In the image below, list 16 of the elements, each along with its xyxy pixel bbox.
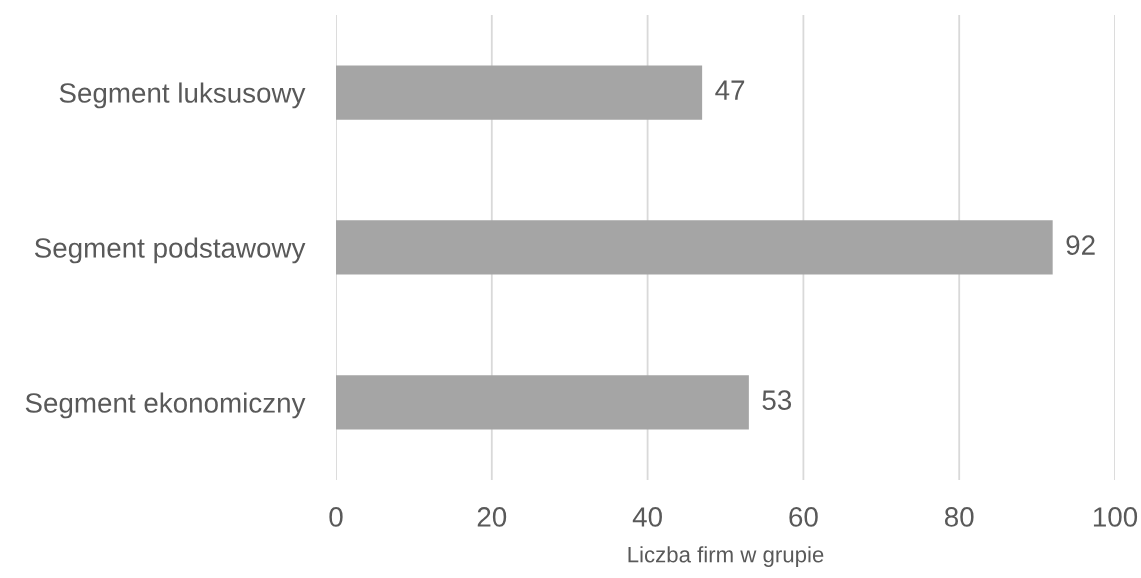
bar [336, 220, 1053, 275]
data-label: 53 [762, 390, 792, 410]
bar [336, 375, 749, 430]
data-label: 47 [715, 80, 745, 100]
y-tick-label: Segment podstawowy [34, 237, 306, 264]
x-axis-title: Liczba firm w grupie [628, 546, 824, 567]
x-tick-label: 20 [477, 507, 507, 527]
x-tick-label: 60 [789, 507, 818, 527]
x-tick-label: 40 [632, 507, 662, 527]
x-tick-label: 100 [1093, 507, 1138, 527]
y-tick-label: Segment luksusowy [59, 82, 306, 109]
data-label: 92 [1066, 235, 1095, 255]
bar [336, 65, 703, 120]
x-tick-label: 0 [329, 507, 343, 527]
y-tick-label: Segment ekonomiczny [25, 392, 306, 419]
x-tick-label: 80 [944, 507, 974, 527]
